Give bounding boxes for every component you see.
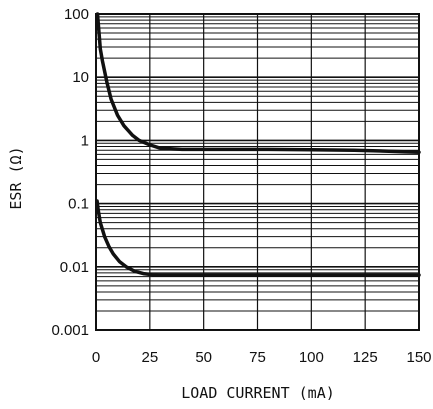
x-tick-labels: 0 25 50 75 100 125 150 (92, 349, 432, 366)
x-tick-label: 25 (141, 349, 158, 366)
y-tick-label: 0.1 (68, 196, 89, 213)
y-tick-label: 0.01 (60, 259, 89, 276)
x-tick-label: 150 (406, 349, 431, 366)
x-tick-label: 125 (353, 349, 378, 366)
major-gridlines (96, 14, 419, 330)
y-tick-label: 10 (72, 69, 89, 86)
x-axis-label: LOAD CURRENT (mA) (181, 384, 335, 402)
x-tick-label: 100 (299, 349, 324, 366)
x-tick-label: 75 (249, 349, 266, 366)
series-layer (95, 12, 421, 277)
x-tick-label: 0 (92, 349, 100, 366)
y-tick-label: 0.001 (51, 322, 89, 339)
x-tick-label: 50 (195, 349, 212, 366)
y-tick-labels: 0.001 0.01 0.1 1 10 100 (51, 6, 89, 339)
esr-curve-2 (95, 199, 421, 277)
esr-curve-1 (95, 12, 421, 154)
plot-frame (95, 13, 420, 331)
y-axis-label: ESR (Ω) (7, 146, 25, 209)
y-tick-label: 1 (81, 132, 89, 149)
y-tick-label: 100 (64, 6, 89, 23)
